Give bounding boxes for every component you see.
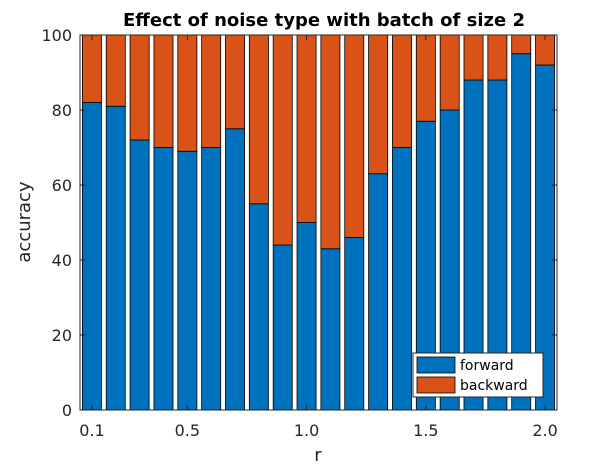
- bar-backward-8: [272, 34, 293, 246]
- bar-backward-2: [129, 34, 150, 141]
- bar-backward-14: [415, 34, 436, 122]
- bar-backward-16: [463, 34, 484, 81]
- x-tick-label: 0.5: [175, 421, 200, 440]
- bar-forward-4: [177, 150, 198, 411]
- bar-backward-13: [392, 34, 412, 148]
- legend: forward backward: [412, 352, 544, 398]
- bar-forward-5: [201, 147, 222, 411]
- bar-backward-6: [225, 34, 245, 130]
- ticks-group: 0.1 0.5 1.0 1.5 2.0 0 20 40 60 80 100: [41, 26, 557, 440]
- bar-backward-9: [296, 34, 317, 223]
- bar-forward-11: [344, 237, 365, 411]
- bar-forward-1: [105, 105, 126, 411]
- x-tick-label: 2.0: [532, 421, 557, 440]
- legend-swatch-backward: [416, 376, 456, 394]
- y-axis-label: accuracy: [14, 181, 35, 263]
- x-tick-label: 1.0: [294, 421, 319, 440]
- bar-backward-17: [487, 34, 508, 81]
- bar-backward-12: [368, 34, 389, 175]
- x-axis-label: r: [314, 445, 322, 466]
- bar-forward-0: [81, 102, 102, 411]
- x-tick-label: 0.1: [79, 421, 104, 440]
- y-tick-label: 0: [62, 401, 72, 420]
- bar-forward-9: [296, 222, 317, 411]
- legend-swatch-forward: [416, 356, 456, 374]
- y-tick-label: 80: [52, 101, 72, 120]
- bar-backward-1: [105, 34, 126, 107]
- bar-backward-0: [81, 34, 102, 103]
- bar-backward-5: [201, 34, 222, 148]
- bars-group: [81, 34, 556, 411]
- y-tick-label: 20: [52, 326, 72, 345]
- legend-label-forward: forward: [460, 358, 514, 374]
- y-tick-label: 40: [52, 251, 72, 270]
- x-tick-label: 1.5: [413, 421, 438, 440]
- bar-forward-2: [129, 139, 150, 411]
- bar-forward-3: [153, 147, 174, 411]
- bar-backward-11: [344, 34, 365, 238]
- bar-forward-10: [320, 248, 341, 411]
- plot-frame: [79, 34, 558, 411]
- bar-backward-18: [511, 34, 532, 55]
- y-tick-label: 100: [41, 26, 72, 45]
- bar-forward-8: [272, 244, 293, 411]
- bar-forward-13: [392, 147, 412, 411]
- bar-forward-6: [225, 128, 245, 411]
- bar-backward-4: [177, 34, 198, 152]
- chart-title: Effect of noise type with batch of size …: [123, 10, 525, 31]
- bar-forward-12: [368, 173, 389, 411]
- bar-backward-3: [153, 34, 174, 148]
- y-tick-label: 60: [52, 176, 72, 195]
- legend-label-backward: backward: [460, 378, 528, 394]
- bar-backward-15: [439, 34, 460, 111]
- bar-forward-7: [248, 203, 269, 411]
- bar-backward-7: [248, 34, 269, 205]
- bar-backward-10: [320, 34, 341, 250]
